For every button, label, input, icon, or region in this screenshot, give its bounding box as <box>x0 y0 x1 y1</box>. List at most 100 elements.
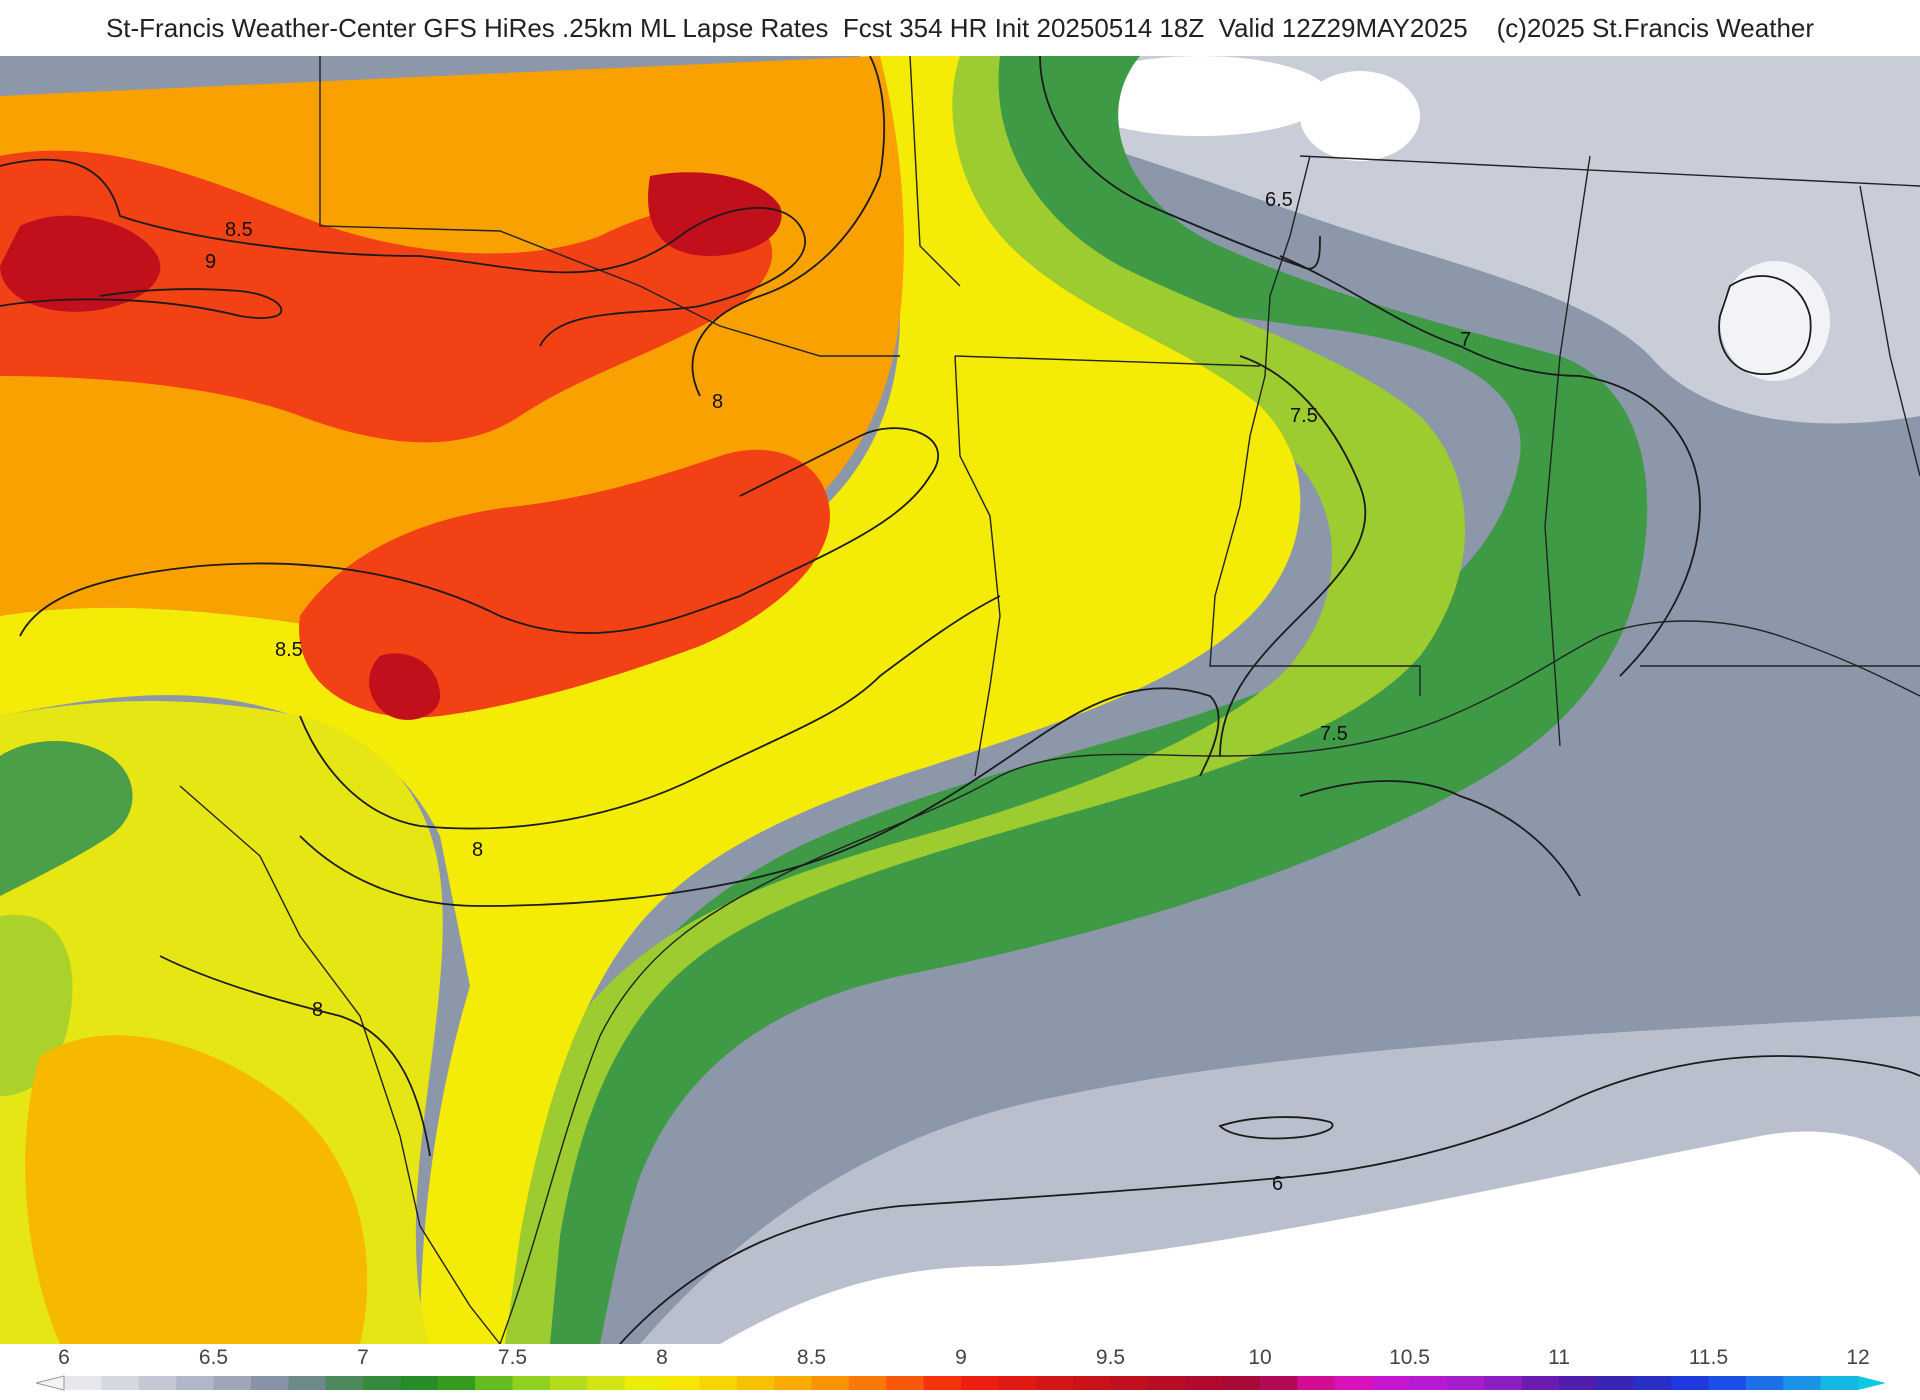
contour-label: 7 <box>1460 329 1471 351</box>
colorbar-swatch <box>250 1376 289 1390</box>
colorbar-swatch <box>1110 1376 1149 1390</box>
contour-8-north <box>691 55 885 397</box>
colorbar-swatch <box>923 1376 962 1390</box>
colorbar-swatch <box>64 1376 102 1390</box>
colorbar-swatch <box>549 1376 588 1390</box>
colorbar-swatch <box>437 1376 476 1390</box>
colorbar-swatch <box>1147 1376 1186 1390</box>
colorbar-swatches <box>35 1375 1886 1391</box>
colorbar-swatch <box>886 1376 925 1390</box>
contour-label: 7.5 <box>1290 405 1318 427</box>
colorbar-swatch <box>1745 1376 1784 1390</box>
northeast-white-patch-2 <box>1300 71 1420 161</box>
colorbar-swatch <box>400 1376 439 1390</box>
contour-label: 9 <box>205 251 216 273</box>
colorbar-swatch <box>1297 1376 1336 1390</box>
colorbar-swatch <box>288 1376 327 1390</box>
texas-mexico-border <box>179 785 501 1345</box>
colorbar-swatch <box>138 1376 177 1390</box>
red-core-central <box>299 449 830 718</box>
colorbar-tick-label: 9 <box>955 1346 967 1369</box>
alabama-georgia-border <box>1859 185 1920 477</box>
contour-label: 6 <box>1272 1173 1283 1195</box>
darkred-core-3 <box>369 653 440 720</box>
colorbar-swatch <box>1035 1376 1074 1390</box>
contour-8-central <box>299 687 1220 907</box>
colorbar-swatch <box>998 1376 1037 1390</box>
contour-6-gulf-oval <box>1218 1116 1334 1140</box>
contour-label: 6.5 <box>1265 189 1293 211</box>
map-title: St-Francis Weather-Center GFS HiRes .25k… <box>105 12 1815 43</box>
mississippi-river <box>1209 155 1421 696</box>
oklahoma-arkansas-border <box>909 55 961 287</box>
colorbar-swatch <box>1708 1376 1747 1390</box>
colorbar-max-arrow <box>1858 1376 1886 1390</box>
colorbar-tick-label: 11.5 <box>1688 1346 1729 1369</box>
colorbar-swatch <box>587 1376 626 1390</box>
colorbar-swatch <box>1596 1376 1635 1390</box>
colorbar-tick-label: 7 <box>357 1346 369 1369</box>
colorbar-swatch <box>848 1376 887 1390</box>
red-core-north <box>0 150 773 443</box>
contour-label: 7.5 <box>1320 723 1348 745</box>
colorbar-swatch <box>736 1376 775 1390</box>
colorbar-swatch <box>1222 1376 1261 1390</box>
arkansas-louisiana-border <box>954 355 1261 367</box>
green-band <box>500 56 1648 1344</box>
colorbar-swatch <box>1633 1376 1672 1390</box>
contour-7 <box>1279 255 1701 677</box>
colorbar-swatch <box>1073 1376 1111 1390</box>
colorbar-swatch <box>961 1376 999 1390</box>
contour-9-north <box>0 288 283 319</box>
colorbar-swatch <box>101 1376 140 1390</box>
contour-label: 8.5 <box>275 639 303 661</box>
northeast-white-patch-1 <box>1070 56 1330 136</box>
colorbar-tick-labels: 6 6.5 7 7.5 8 8.5 9 9.5 10 10.5 11 11.5 12 <box>0 1344 1920 1374</box>
colorbar-tick-label: 8.5 <box>796 1346 827 1369</box>
colorbar-tick-label: 9.5 <box>1095 1346 1126 1369</box>
darkred-core-1 <box>0 215 161 312</box>
colorbar-swatch <box>512 1376 551 1390</box>
colorbar-tick-label: 10.5 <box>1389 1346 1430 1369</box>
contour-label: 8 <box>472 839 483 861</box>
southwest-green-patch <box>0 741 133 896</box>
colorbar-swatch <box>213 1376 252 1390</box>
alabama-white-patch <box>1720 261 1830 381</box>
colorbar-swatch <box>1372 1376 1410 1390</box>
colorbar-swatch <box>363 1376 401 1390</box>
colorbar-swatch <box>1185 1376 1224 1390</box>
colorbar-swatch <box>1521 1376 1560 1390</box>
contour-8-5-north <box>0 158 806 347</box>
colorbar-swatch <box>176 1376 214 1390</box>
contour-7-5 <box>1219 355 1367 757</box>
contour-lines <box>0 55 1920 1345</box>
colorbar-tick-label: 11 <box>1548 1346 1570 1369</box>
colorbar-swatch <box>1334 1376 1373 1390</box>
louisiana-west-border <box>954 355 1001 777</box>
contour-6-5 <box>1039 55 1321 270</box>
colorbar-tick-label: 6.5 <box>198 1346 229 1369</box>
colorbar-swatch <box>1671 1376 1709 1390</box>
contour-alabama-oval <box>1718 275 1812 375</box>
contour-8-5-central <box>19 427 939 637</box>
yellow-region <box>0 56 1301 1344</box>
mississippi-alabama-border <box>1544 155 1591 747</box>
colorbar-swatch <box>1484 1376 1523 1390</box>
tennessee-border <box>1299 155 1920 187</box>
contour-7-5-south <box>1299 780 1581 897</box>
lapse-rate-map: 8.5 9 8 6.5 7 7.5 8.5 7.5 8 8 6 <box>0 55 1920 1345</box>
contour-8-south <box>159 955 431 1157</box>
contour-label-group: 8.5 9 8 6.5 7 7.5 8.5 7.5 8 8 6 <box>205 189 1471 1195</box>
contour-label: 8.5 <box>225 219 253 241</box>
colorbar-swatch <box>475 1376 513 1390</box>
colorbar-swatch <box>1783 1376 1822 1390</box>
colorbar-swatch <box>1409 1376 1448 1390</box>
contour-8-5-south <box>299 595 1001 830</box>
colorbar-min-arrow <box>35 1375 65 1391</box>
gulf-coast <box>499 620 1920 1345</box>
colorbar-swatch <box>624 1376 663 1390</box>
colorbar-swatch <box>699 1376 738 1390</box>
southwest-orange <box>25 1035 368 1344</box>
contour-6 <box>619 1055 1920 1345</box>
oklahoma-texas-border <box>319 56 900 357</box>
